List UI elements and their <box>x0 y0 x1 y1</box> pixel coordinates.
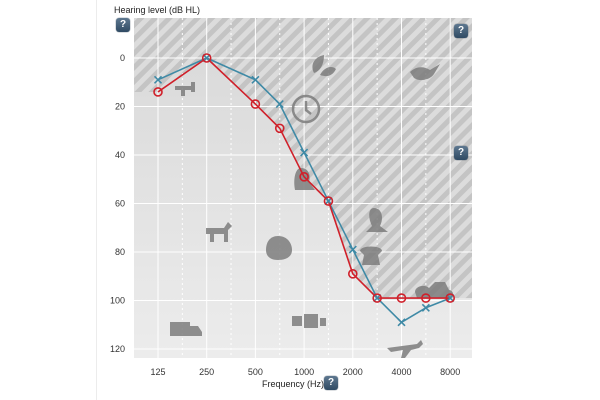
baby-icon <box>266 236 292 260</box>
data-point-o-marker <box>421 293 431 303</box>
clock-icon <box>291 94 321 124</box>
y-tick-label: 20 <box>115 102 125 112</box>
x-tick-label: 8000 <box>440 367 460 377</box>
x-tick-label: 125 <box>150 367 165 377</box>
data-point-x-marker <box>153 75 163 84</box>
y-tick-label: 60 <box>115 199 125 209</box>
faucet-icon <box>175 82 195 96</box>
bird-icon <box>410 64 440 81</box>
data-point-o-marker <box>201 53 212 63</box>
help-button-y-axis[interactable]: ? <box>116 18 130 32</box>
data-point-x-marker <box>275 100 284 109</box>
x-tick-label: 2000 <box>343 367 363 377</box>
airplane-icon <box>387 340 423 358</box>
data-point-o-marker <box>250 99 261 109</box>
data-point-x-marker <box>300 148 309 157</box>
y-tick-label: 80 <box>115 247 125 257</box>
data-point-o-marker <box>153 87 163 97</box>
data-point-x-marker <box>251 75 260 84</box>
help-button-top-right[interactable]: ? <box>454 24 468 38</box>
hatched-region <box>134 18 472 299</box>
data-point-x-marker <box>348 245 357 254</box>
data-point-x-marker <box>421 303 430 312</box>
data-point-o-marker <box>347 269 358 279</box>
frame-divider <box>96 0 97 400</box>
data-point-o-marker <box>396 293 407 303</box>
y-tick-label: 120 <box>110 344 125 354</box>
leaves-icon <box>312 55 336 77</box>
help-button-middle-right[interactable]: ? <box>454 146 468 160</box>
data-point-x-marker <box>324 197 333 206</box>
data-point-o-marker <box>299 172 309 182</box>
y-tick-label: 0 <box>120 53 125 63</box>
data-point-x-marker <box>446 294 455 303</box>
y-tick-label: 40 <box>115 150 125 160</box>
y-axis-label: Hearing level (dB HL) <box>114 5 200 15</box>
vacuum-icon <box>366 208 388 232</box>
telephone-icon <box>360 246 382 265</box>
data-point-o-marker <box>323 196 334 206</box>
x-tick-label: 1000 <box>294 367 314 377</box>
data-point-o-marker <box>274 123 285 134</box>
data-point-o-marker <box>372 293 382 303</box>
data-point-o-marker <box>445 293 456 303</box>
x-axis-label: Frequency (Hz) <box>262 379 324 389</box>
y-tick-label: 100 <box>110 296 125 306</box>
data-point-x-marker <box>397 318 406 327</box>
x-tick-label: 250 <box>199 367 214 377</box>
data-point-x-marker <box>373 294 382 303</box>
x-tick-label: 500 <box>248 367 263 377</box>
help-button-x-axis[interactable]: ? <box>324 376 338 390</box>
truck-icon <box>170 322 202 336</box>
x-tick-label: 4000 <box>391 367 411 377</box>
dog-icon <box>206 222 232 242</box>
drums-icon <box>292 314 326 328</box>
speech-icon <box>294 168 315 190</box>
data-point-x-marker <box>202 53 211 63</box>
